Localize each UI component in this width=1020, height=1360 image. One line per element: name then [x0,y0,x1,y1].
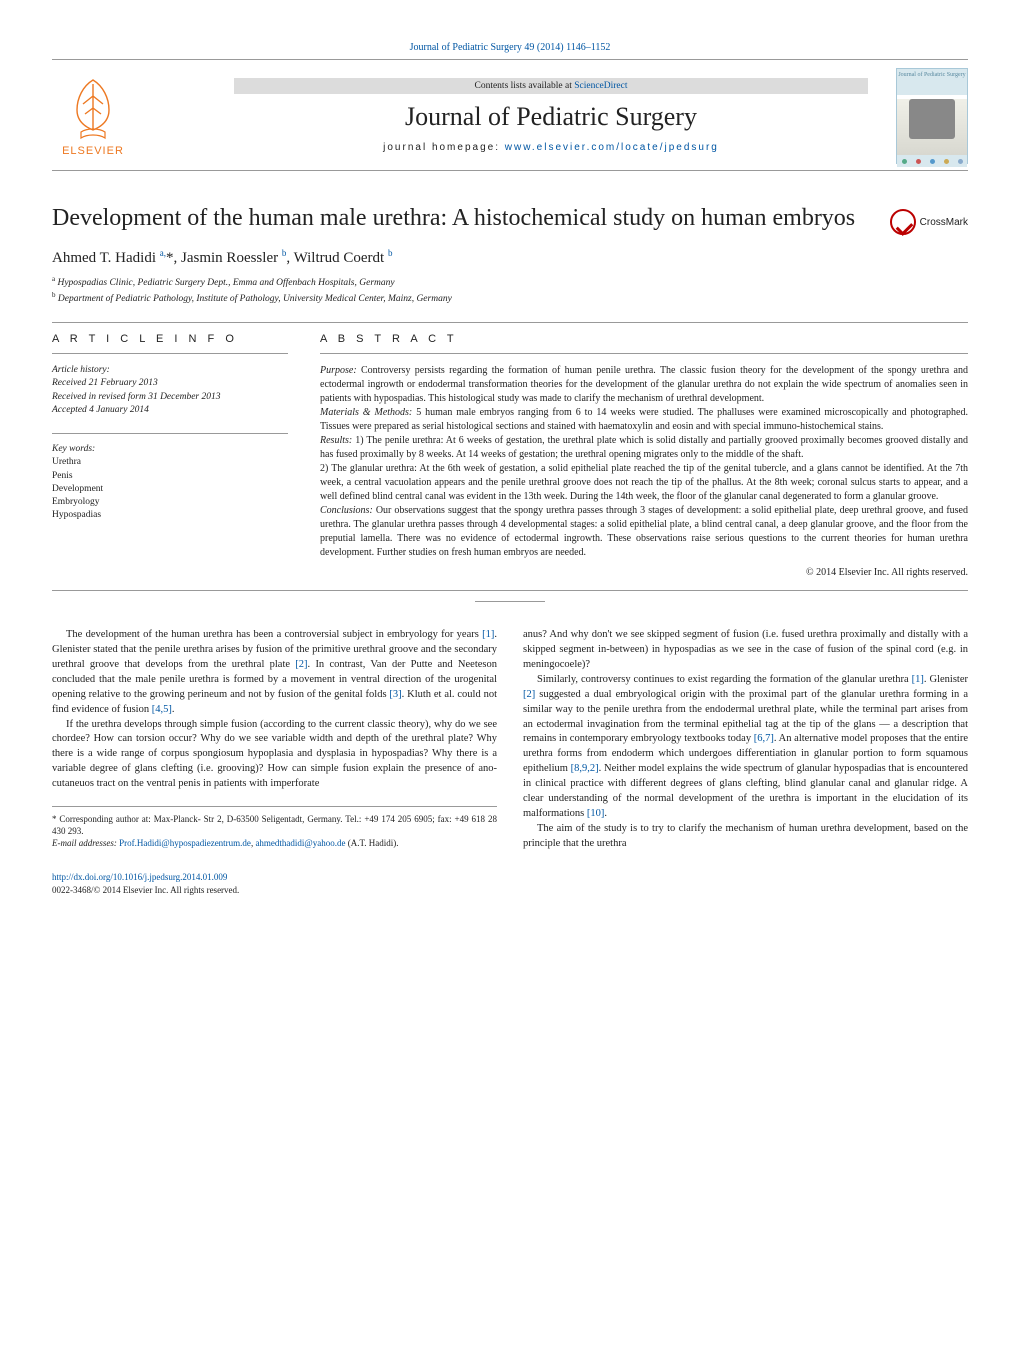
journal-homepage-link[interactable]: www.elsevier.com/locate/jpedsurg [505,142,719,153]
abstract-results1: Results: 1) The penile urethra: At 6 wee… [320,434,968,462]
email-link-1[interactable]: Prof.Hadidi@hypospadiezentrum.de [119,838,251,848]
sciencedirect-link[interactable]: ScienceDirect [574,81,627,91]
contents-bar: Contents lists available at ScienceDirec… [234,78,868,94]
email-link-2[interactable]: ahmedthadidi@yahoo.de [255,838,345,848]
keywords-label: Key words: [52,444,288,454]
corresponding-author: * Corresponding author at: Max-Planck- S… [52,813,497,837]
abstract-label: A B S T R A C T [320,333,968,354]
elsevier-tree-icon [63,74,123,142]
header-citation-link[interactable]: Journal of Pediatric Surgery 49 (2014) 1… [410,42,611,53]
publisher-logo: ELSEVIER [52,74,134,157]
doi-link[interactable]: http://dx.doi.org/10.1016/j.jpedsurg.201… [52,872,227,882]
crossmark-label: CrossMark [920,217,968,228]
journal-title: Journal of Pediatric Surgery [134,102,968,132]
abstract-conclusions: Conclusions: Our observations suggest th… [320,504,968,560]
journal-cover-thumbnail: Journal of Pediatric Surgery [896,68,968,164]
crossmark-icon [890,209,916,235]
abstract-results2: 2) The glanular urethra: At the 6th week… [320,462,968,504]
footnotes: * Corresponding author at: Max-Planck- S… [52,806,497,849]
article-info-column: A R T I C L E I N F O Article history: R… [52,323,304,590]
history-label: Article history: [52,364,288,377]
history-accepted: Accepted 4 January 2014 [52,404,288,417]
doi-block: http://dx.doi.org/10.1016/j.jpedsurg.201… [52,871,497,895]
masthead: ELSEVIER Contents lists available at Sci… [52,59,968,171]
history-revised: Received in revised form 31 December 201… [52,391,288,404]
history-received: Received 21 February 2013 [52,377,288,390]
cover-title: Journal of Pediatric Surgery [897,69,967,95]
abstract-methods: Materials & Methods: 5 human male embryo… [320,406,968,434]
body-right-p2: Similarly, controversy continues to exis… [523,673,968,822]
affiliations: a Hypospadias Clinic, Pediatric Surgery … [52,275,968,306]
journal-homepage: journal homepage: www.elsevier.com/locat… [134,142,968,153]
authors: Ahmed T. Hadidi a,*, Jasmin Roessler b, … [52,248,968,267]
body-left-p2: If the urethra develops through simple f… [52,718,497,793]
body-columns: The development of the human urethra has… [52,628,968,896]
publisher-name: ELSEVIER [62,145,124,157]
body-right-column: anus? And why don't we see skipped segme… [523,628,968,896]
body-right-p1: anus? And why don't we see skipped segme… [523,628,968,673]
header-citation: Journal of Pediatric Surgery 49 (2014) 1… [52,42,968,53]
body-left-p1: The development of the human urethra has… [52,628,497,717]
article-info-label: A R T I C L E I N F O [52,333,288,354]
body-left-column: The development of the human urethra has… [52,628,497,896]
abstract-column: A B S T R A C T Purpose: Controversy per… [304,323,968,590]
crossmark-badge[interactable]: CrossMark [890,209,968,235]
article-title: Development of the human male urethra: A… [52,203,968,234]
body-right-p3: The aim of the study is to try to clarif… [523,822,968,852]
issn-line: 0022-3468/© 2014 Elsevier Inc. All right… [52,884,497,896]
keywords-list: Urethra Penis Development Embryology Hyp… [52,456,288,522]
abstract-purpose: Purpose: Controversy persists regarding … [320,364,968,406]
abstract-copyright: © 2014 Elsevier Inc. All rights reserved… [320,566,968,580]
